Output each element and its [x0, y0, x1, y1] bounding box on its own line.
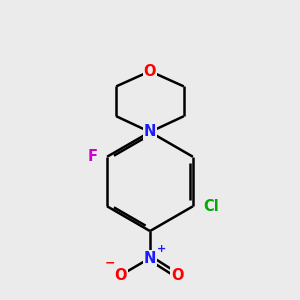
Text: O: O: [171, 268, 183, 283]
Text: N: N: [144, 250, 156, 266]
Text: N: N: [144, 124, 156, 140]
Text: −: −: [105, 257, 115, 270]
Text: F: F: [87, 149, 97, 164]
Text: Cl: Cl: [203, 199, 219, 214]
Text: +: +: [157, 244, 166, 254]
Text: O: O: [115, 268, 127, 283]
Text: O: O: [144, 64, 156, 79]
